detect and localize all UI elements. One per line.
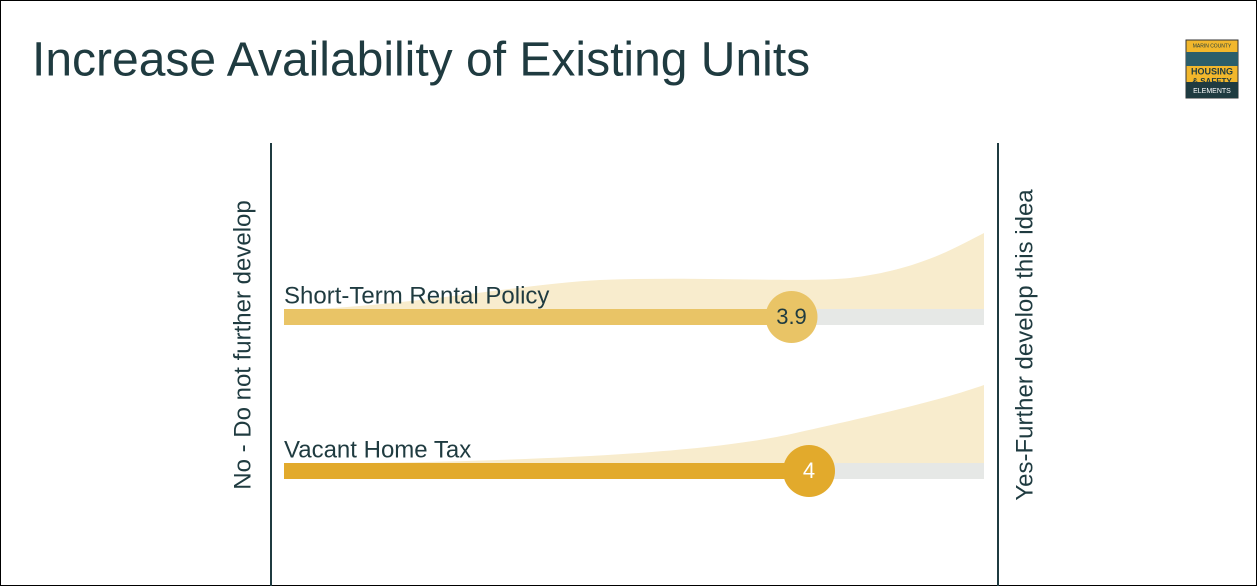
logo: MARIN COUNTY HOUSING & SAFETY ELEMENTS xyxy=(1185,39,1239,99)
value-label: 4 xyxy=(803,458,815,483)
value-dot xyxy=(783,445,835,497)
bar xyxy=(284,309,792,325)
logo-text: MARIN COUNTY xyxy=(1193,43,1232,49)
logo-band xyxy=(1186,52,1238,66)
value-label: 3.9 xyxy=(776,304,807,329)
distribution xyxy=(284,233,984,310)
bar xyxy=(284,463,809,479)
logo-text: HOUSING xyxy=(1191,66,1233,76)
category-label: Vacant Home Tax xyxy=(284,436,471,463)
axis-label-right: Yes-Further develop this idea xyxy=(1011,189,1038,501)
logo-band xyxy=(1186,82,1238,98)
distribution xyxy=(284,385,984,464)
category-label: Short-Term Rental Policy xyxy=(284,282,549,309)
value-dot xyxy=(765,291,818,343)
chart-title: Increase Availability of Existing Units xyxy=(32,34,810,87)
logo-text: ELEMENTS xyxy=(1193,88,1231,95)
axis-label-left: No - Do not further develop xyxy=(229,200,256,490)
logo-text: & SAFETY xyxy=(1192,77,1232,86)
